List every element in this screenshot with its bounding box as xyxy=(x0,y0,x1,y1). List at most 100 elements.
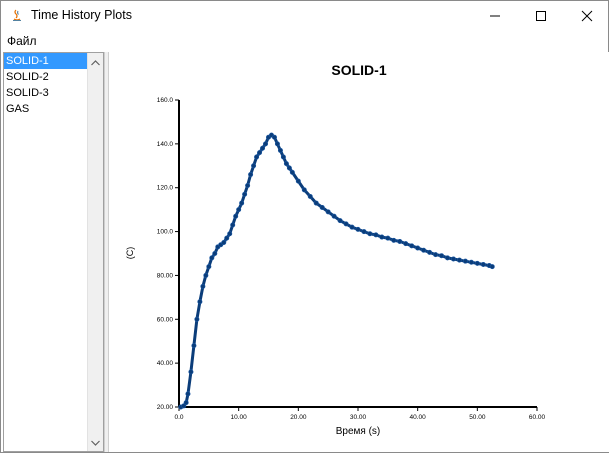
chevron-up-icon xyxy=(91,60,100,66)
java-app-icon xyxy=(13,9,21,21)
menu-bar: Файл xyxy=(1,31,608,51)
data-point xyxy=(248,172,254,178)
y-tick-label: 120.0 xyxy=(157,185,174,192)
list-item-solid-2[interactable]: SOLID-2 xyxy=(6,71,49,83)
menu-file[interactable]: Файл xyxy=(7,34,37,48)
scroll-down-button[interactable] xyxy=(88,435,103,451)
panel-splitter[interactable] xyxy=(104,52,109,452)
data-point xyxy=(260,145,266,151)
data-point xyxy=(301,187,307,193)
time-history-chart: 0.0 10.00 20.00 30.00 40.00 50.00 60.00 20.00 40… xyxy=(125,97,546,437)
y-tick-label: 160.0 xyxy=(157,97,174,104)
data-point xyxy=(295,178,301,184)
data-point xyxy=(450,256,456,262)
data-point xyxy=(188,369,194,375)
data-point xyxy=(212,251,218,257)
y-tick-label: 100.0 xyxy=(157,229,174,236)
data-point xyxy=(462,258,468,264)
x-axis-label: Время (s) xyxy=(336,426,381,437)
data-point xyxy=(203,272,209,278)
data-point xyxy=(379,234,385,240)
minimize-button[interactable] xyxy=(472,1,518,31)
y-tick-label: 40.00 xyxy=(157,360,174,367)
data-point xyxy=(197,299,203,305)
plot-area: SOLID-1 0.0 10.00 20.00 30.00 40.00 50.00 60.0… xyxy=(109,52,609,452)
data-point xyxy=(409,243,415,249)
x-tick-label: 0.0 xyxy=(174,414,183,421)
data-point xyxy=(313,200,319,206)
data-point xyxy=(468,259,474,265)
x-tick-label: 60.00 xyxy=(529,414,546,421)
data-point xyxy=(427,249,433,255)
data-point xyxy=(283,161,289,167)
data-point xyxy=(433,252,439,258)
y-tick-label: 140.0 xyxy=(157,141,174,148)
data-point xyxy=(367,231,373,237)
data-point xyxy=(227,231,233,237)
data-point xyxy=(403,241,409,247)
vertical-scrollbar[interactable] xyxy=(87,53,103,451)
data-point xyxy=(421,247,427,253)
list-item-solid-1[interactable]: SOLID-1 xyxy=(4,53,88,69)
data-point xyxy=(263,141,269,147)
data-point xyxy=(415,245,421,251)
maximize-button[interactable] xyxy=(518,1,564,31)
data-point xyxy=(254,154,260,160)
data-point xyxy=(397,238,403,244)
data-point xyxy=(274,141,280,147)
series-line-0 xyxy=(179,133,494,409)
maximize-icon xyxy=(536,11,546,21)
data-point xyxy=(361,229,367,235)
x-tick-label: 30.00 xyxy=(350,414,367,421)
data-point xyxy=(230,222,236,228)
data-point xyxy=(181,403,187,409)
minimize-icon xyxy=(490,15,500,17)
data-point xyxy=(200,283,206,289)
data-point xyxy=(355,226,361,232)
data-point xyxy=(444,255,450,261)
data-point xyxy=(289,169,295,175)
data-point xyxy=(474,260,480,266)
data-point xyxy=(319,204,325,210)
chart-axes xyxy=(178,100,537,408)
list-item-solid-3[interactable]: SOLID-3 xyxy=(6,87,49,99)
chevron-down-icon xyxy=(91,440,100,446)
chart-ticks: 0.0 10.00 20.00 30.00 40.00 50.00 60.00 20.00 40… xyxy=(157,97,546,421)
data-point xyxy=(251,163,257,169)
data-point xyxy=(385,235,391,241)
y-tick-label: 80.00 xyxy=(157,272,174,279)
close-icon xyxy=(581,10,593,22)
data-point xyxy=(456,257,462,263)
data-point xyxy=(224,235,230,241)
data-point xyxy=(209,255,215,261)
data-point xyxy=(245,183,251,189)
data-point xyxy=(373,232,379,238)
data-point xyxy=(325,209,331,215)
data-point xyxy=(286,165,292,171)
y-tick-label: 60.00 xyxy=(157,316,174,323)
data-point xyxy=(307,193,313,199)
data-point xyxy=(331,213,337,219)
chart-title: SOLID-1 xyxy=(331,62,387,78)
scroll-up-button[interactable] xyxy=(88,55,103,71)
close-button[interactable] xyxy=(564,1,610,31)
data-point xyxy=(343,221,349,227)
data-point xyxy=(233,213,239,219)
data-point xyxy=(194,316,200,322)
series-list: SOLID-1 SOLID-2 SOLID-3 GAS xyxy=(4,53,88,451)
data-point xyxy=(236,207,242,213)
list-item-gas[interactable]: GAS xyxy=(6,103,30,115)
data-point xyxy=(349,224,355,230)
data-point xyxy=(489,264,495,270)
title-bar[interactable]: Time History Plots xyxy=(1,1,608,31)
y-axis-label: (C) xyxy=(125,247,135,260)
data-point xyxy=(242,191,248,197)
data-point xyxy=(206,264,212,270)
x-tick-label: 50.00 xyxy=(469,414,486,421)
data-point xyxy=(337,218,343,224)
data-point xyxy=(391,237,397,243)
data-point xyxy=(257,150,263,156)
data-point xyxy=(185,391,191,397)
data-point xyxy=(480,261,486,267)
data-point xyxy=(191,343,197,349)
